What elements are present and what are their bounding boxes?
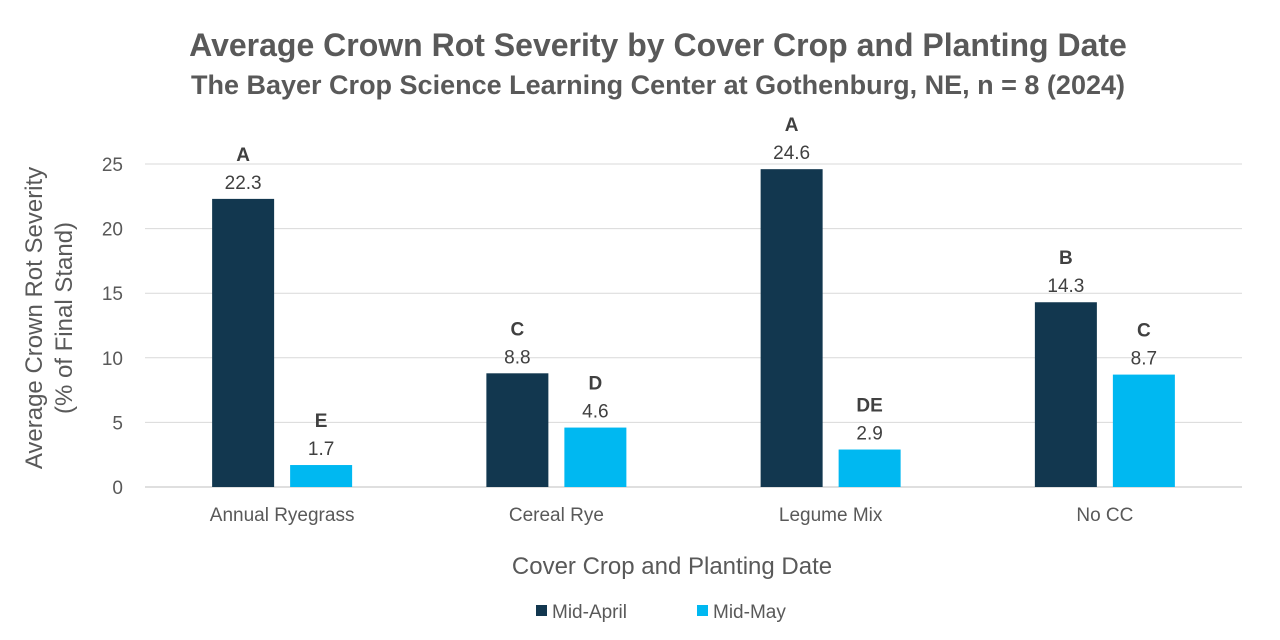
legend-swatch xyxy=(697,605,708,616)
bars xyxy=(212,169,1175,487)
bar xyxy=(486,373,549,487)
bar xyxy=(212,198,275,487)
y-tick-labels: 0 5 10 15 20 25 xyxy=(102,155,123,499)
data-label: 1.7 xyxy=(308,439,334,460)
chart-subtitle: The Bayer Crop Science Learning Center a… xyxy=(191,70,1125,100)
y-tick-label: 15 xyxy=(102,284,123,305)
legend-label: Mid-May xyxy=(713,602,786,623)
x-tick-labels: Annual Ryegrass Cereal Rye Legume Mix No CC xyxy=(210,505,1134,526)
legend-label: Mid-April xyxy=(552,602,627,623)
legend: Mid-April Mid-May xyxy=(536,602,786,623)
y-tick-label: 5 xyxy=(112,413,123,434)
data-label: 8.8 xyxy=(504,347,530,368)
data-label: 22.3 xyxy=(225,173,262,194)
bar xyxy=(1034,302,1097,487)
x-tick-label: Annual Ryegrass xyxy=(210,505,355,526)
significance-letter: DE xyxy=(856,396,882,417)
bar xyxy=(760,169,823,487)
data-labels: 22.3 A 1.7 E 8.8 C 4.6 D 24.6 A 2.9 DE 14.3 B 8.7 C xyxy=(225,115,1157,460)
bar xyxy=(290,465,353,487)
significance-letter: B xyxy=(1059,248,1073,269)
significance-letter: D xyxy=(589,374,603,395)
significance-letter: E xyxy=(315,411,328,432)
x-tick-label: Legume Mix xyxy=(779,505,883,526)
data-label: 14.3 xyxy=(1047,276,1084,297)
significance-letter: C xyxy=(511,319,525,340)
data-label: 24.6 xyxy=(773,143,810,164)
y-tick-label: 20 xyxy=(102,220,123,241)
bar xyxy=(564,427,627,487)
data-label: 2.9 xyxy=(856,424,882,445)
y-tick-label: 10 xyxy=(102,349,123,370)
x-tick-label: Cereal Rye xyxy=(509,505,604,526)
bar xyxy=(1112,374,1175,487)
data-label: 4.6 xyxy=(582,402,608,423)
legend-swatch xyxy=(536,605,547,616)
significance-letter: C xyxy=(1137,321,1151,342)
y-axis-title-line2: (% of Final Stand) xyxy=(51,222,78,414)
y-tick-label: 0 xyxy=(112,478,123,499)
data-label: 8.7 xyxy=(1131,349,1157,370)
y-tick-label: 25 xyxy=(102,155,123,176)
significance-letter: A xyxy=(236,145,250,166)
significance-letter: A xyxy=(785,115,799,136)
x-tick-label: No CC xyxy=(1076,505,1133,526)
x-axis-title: Cover Crop and Planting Date xyxy=(512,553,832,580)
chart-title: Average Crown Rot Severity by Cover Crop… xyxy=(189,27,1127,63)
y-axis-title-line1: Average Crown Rot Severity xyxy=(21,167,48,469)
bar xyxy=(838,449,901,487)
